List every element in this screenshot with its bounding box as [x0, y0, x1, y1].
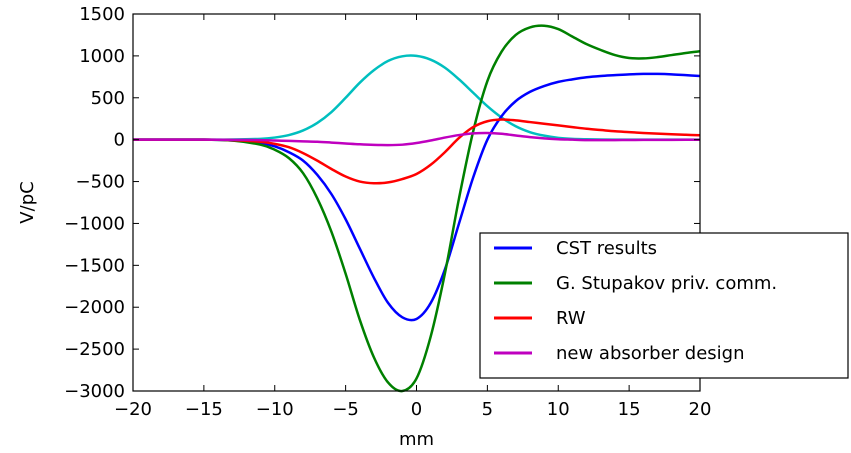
y-tick-label: −3000 — [64, 381, 125, 402]
series-line-g-stupakov-priv-comm — [132, 24, 701, 393]
x-tick-label: −15 — [185, 399, 223, 420]
series-line-cst-results — [132, 72, 701, 322]
series-layer — [132, 24, 701, 393]
x-axis-label: mm — [399, 429, 434, 450]
y-tick-label: −2500 — [64, 339, 125, 360]
y-tick-label: 500 — [91, 88, 125, 109]
legend-box — [479, 232, 849, 379]
x-tick-label: −20 — [114, 399, 152, 420]
y-tick-label: −1000 — [64, 213, 125, 234]
legend-label: RW — [556, 308, 586, 329]
y-tick-label: −2000 — [64, 297, 125, 318]
tick-layer: −20 −15 −10 −5 0 5 10 15 20 −3000 −2500 −2000 −1500 −… — [64, 4, 711, 420]
legend-label: CST results — [556, 238, 657, 259]
y-axis-label: V/pC — [17, 181, 38, 223]
x-tick-label: −10 — [256, 399, 294, 420]
y-tick-label: 0 — [114, 130, 125, 151]
y-tick-label: −500 — [76, 172, 125, 193]
x-tick-label: 20 — [689, 399, 712, 420]
x-tick-label: 0 — [411, 399, 422, 420]
x-tick-label: 10 — [547, 399, 570, 420]
legend: CST results G. Stupakov priv. comm. RW new … — [479, 232, 849, 379]
series-line-rw — [132, 118, 701, 185]
y-tick-label: −1500 — [64, 255, 125, 276]
series-line-unlabeled — [132, 54, 700, 141]
legend-label: new absorber design — [556, 343, 745, 364]
x-tick-label: −5 — [332, 399, 359, 420]
y-tick-label: 1000 — [79, 46, 125, 67]
x-tick-label: 5 — [482, 399, 493, 420]
y-tick-label: 1500 — [79, 4, 125, 25]
legend-label: G. Stupakov priv. comm. — [556, 273, 777, 294]
series-line-new-absorber-design — [132, 131, 701, 147]
x-tick-label: 15 — [618, 399, 641, 420]
